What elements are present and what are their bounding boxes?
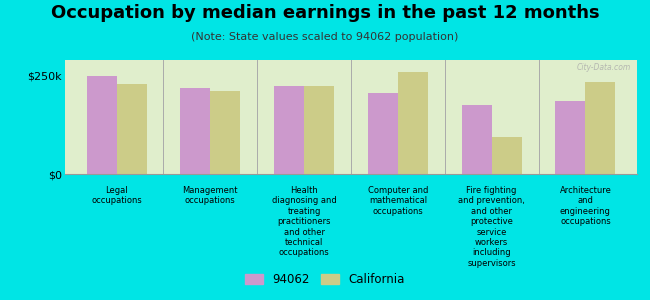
Legend: 94062, California: 94062, California (240, 269, 410, 291)
Bar (462, 105, 491, 174)
Text: (Note: State values scaled to 94062 population): (Note: State values scaled to 94062 popu… (191, 32, 459, 41)
Bar (86, 76, 116, 174)
Bar (180, 88, 211, 174)
Text: Fire fighting
and prevention,
and other
protective
service
workers
including
sup: Fire fighting and prevention, and other … (458, 186, 525, 268)
Text: Legal
occupations: Legal occupations (91, 186, 142, 206)
Bar (304, 85, 334, 174)
Text: Management
occupations: Management occupations (183, 186, 238, 206)
Text: City-Data.com: City-Data.com (577, 63, 631, 72)
Text: Computer and
mathematical
occupations: Computer and mathematical occupations (368, 186, 428, 216)
Bar (586, 82, 616, 174)
Text: Occupation by median earnings in the past 12 months: Occupation by median earnings in the pas… (51, 4, 599, 22)
Text: Health
diagnosing and
treating
practitioners
and other
technical
occupations: Health diagnosing and treating practitio… (272, 186, 337, 257)
Bar (274, 85, 304, 174)
Bar (368, 93, 398, 174)
Bar (491, 137, 522, 174)
Bar (555, 101, 586, 174)
Bar (116, 84, 147, 174)
Bar (398, 72, 428, 174)
Text: Architecture
and
engineering
occupations: Architecture and engineering occupations (560, 186, 612, 226)
Bar (211, 92, 240, 174)
